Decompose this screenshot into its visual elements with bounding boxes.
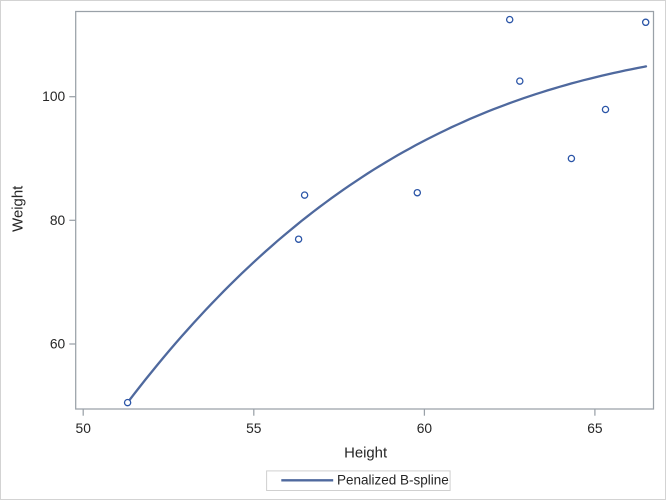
svg-text:50: 50: [76, 421, 92, 436]
svg-text:60: 60: [50, 337, 66, 352]
svg-text:80: 80: [50, 213, 66, 228]
svg-text:60: 60: [417, 421, 433, 436]
svg-text:55: 55: [246, 421, 262, 436]
svg-text:65: 65: [587, 421, 603, 436]
svg-text:100: 100: [42, 89, 65, 104]
svg-text:Weight: Weight: [11, 185, 27, 232]
svg-text:Penalized B-spline: Penalized B-spline: [337, 473, 449, 488]
svg-text:Height: Height: [344, 445, 388, 461]
